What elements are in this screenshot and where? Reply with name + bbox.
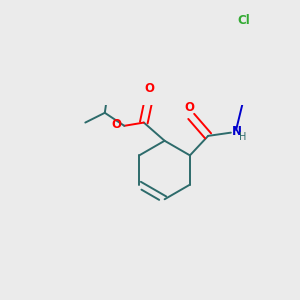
Text: N: N (232, 125, 242, 138)
Text: O: O (112, 118, 122, 131)
Text: O: O (184, 101, 194, 114)
Text: O: O (144, 82, 154, 95)
Text: Cl: Cl (238, 14, 250, 27)
Text: H: H (239, 131, 246, 142)
